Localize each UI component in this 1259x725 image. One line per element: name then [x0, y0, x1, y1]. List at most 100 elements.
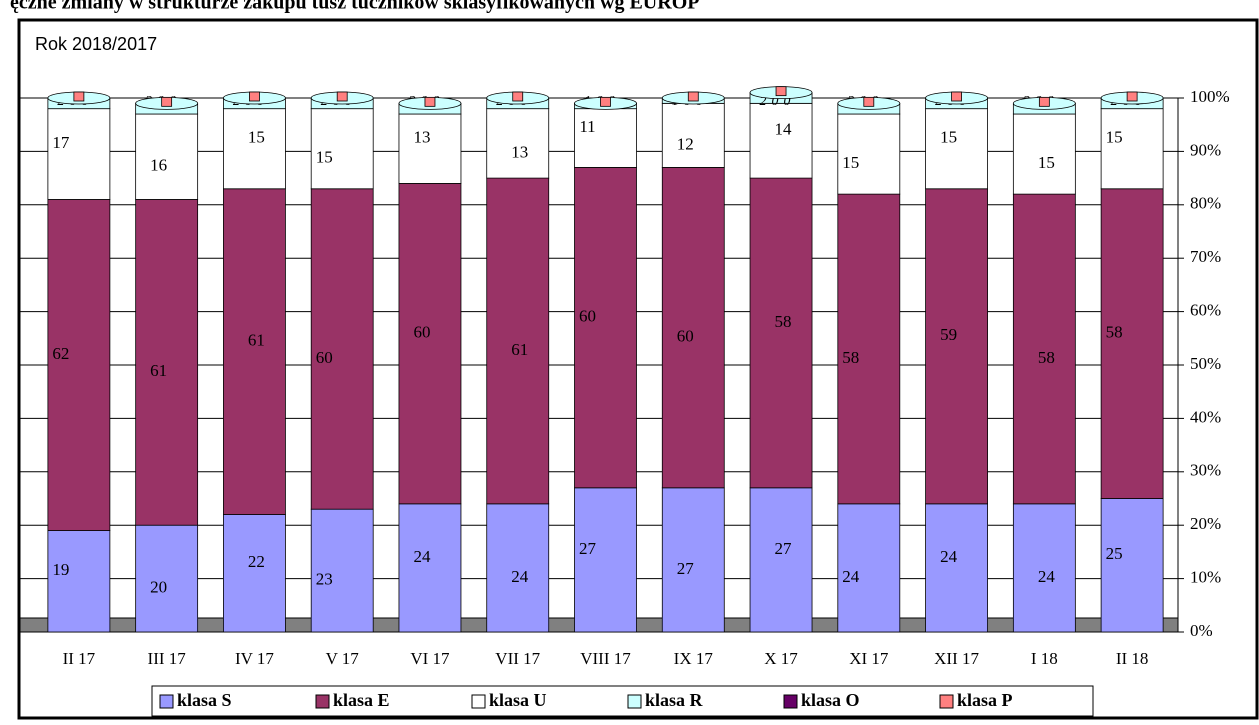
value-label: 20	[150, 578, 167, 597]
x-tick-label: II 17	[63, 649, 96, 668]
legend-swatch	[783, 694, 798, 709]
value-label: 25	[1106, 544, 1123, 563]
bar-segment	[925, 108, 988, 190]
y-tick-label: 10%	[1190, 568, 1221, 587]
bar-segment	[398, 113, 462, 184]
legend-swatch	[159, 694, 174, 709]
bar-segment	[661, 102, 725, 168]
chart-title: ęczne zmiany w strukturze zakupu tusz tu…	[10, 0, 699, 14]
bar-segment	[837, 113, 901, 195]
bar-segment	[135, 524, 199, 633]
value-label: 24	[842, 567, 860, 586]
bar-segment	[47, 108, 111, 200]
bar-segment	[1012, 113, 1076, 195]
bar-segment	[486, 108, 550, 179]
legend-label: klasa P	[957, 690, 1013, 710]
x-tick-label: X 17	[764, 649, 798, 668]
y-tick-label: 70%	[1190, 247, 1221, 266]
bar-segment	[574, 108, 637, 168]
value-label: 24	[1038, 567, 1056, 586]
chart-subtitle: Rok 2018/2017	[35, 34, 157, 54]
value-label: 0	[784, 94, 791, 109]
value-label: 14	[775, 120, 793, 139]
bar-cap-marker	[863, 96, 875, 107]
y-tick-label: 60%	[1190, 301, 1221, 320]
y-tick-label: 90%	[1190, 140, 1221, 159]
value-label: 58	[1106, 323, 1123, 342]
value-label: 17	[52, 133, 70, 152]
value-label: 15	[1106, 128, 1123, 147]
bar-segment	[310, 188, 374, 510]
x-tick-label: IV 17	[235, 649, 274, 668]
value-label: 12	[677, 134, 694, 153]
value-label: 11	[579, 117, 595, 136]
bar-cap-marker	[336, 91, 348, 102]
x-tick-label: V 17	[326, 649, 360, 668]
value-label: 15	[940, 128, 957, 147]
bar-segment	[398, 183, 462, 505]
value-label: 60	[579, 307, 596, 326]
bar-segment	[486, 177, 550, 505]
value-label: 27	[775, 539, 793, 558]
bar-segment	[574, 487, 637, 633]
bar-segment	[749, 487, 813, 633]
x-tick-label: VIII 17	[580, 649, 631, 668]
legend-label: klasa U	[489, 690, 547, 710]
value-label: 15	[316, 148, 333, 167]
x-tick-label: XII 17	[934, 649, 979, 668]
legend-swatch	[471, 694, 486, 709]
y-tick-label: 80%	[1190, 194, 1221, 213]
value-label: 15	[248, 128, 265, 147]
legend-label: klasa S	[177, 690, 232, 710]
bar-cap-marker	[600, 96, 611, 107]
bar-segment	[486, 503, 550, 633]
bar-cap-marker	[424, 96, 436, 107]
value-label: 60	[413, 323, 430, 342]
x-tick-label: VII 17	[495, 649, 540, 668]
bar-segment	[925, 188, 988, 505]
bar-cap-marker	[951, 91, 962, 102]
value-label: 23	[316, 569, 333, 588]
legend-label: klasa O	[801, 690, 860, 710]
bar-segment	[223, 108, 286, 190]
bar-cap-marker	[1038, 96, 1050, 107]
y-tick-label: 0%	[1190, 621, 1213, 640]
value-label: 59	[940, 325, 957, 344]
bar-segment	[223, 514, 286, 633]
x-tick-label: IX 17	[674, 649, 714, 668]
bar-segment	[1100, 188, 1164, 499]
bar-segment	[1100, 498, 1164, 633]
bar-segment	[749, 102, 813, 179]
bar-cap-marker	[512, 91, 524, 102]
bar-segment	[837, 503, 901, 633]
bar-segment	[135, 199, 199, 526]
value-label: 60	[677, 327, 694, 346]
y-tick-label: 100%	[1190, 87, 1230, 106]
bar-segment	[223, 188, 286, 515]
value-label: 61	[248, 331, 265, 350]
value-label: 27	[677, 559, 695, 578]
value-label: 24	[940, 547, 958, 566]
legend-swatch	[627, 694, 642, 709]
bar-segment	[398, 503, 462, 633]
value-label: 58	[1038, 348, 1055, 367]
legend-label: klasa E	[333, 690, 390, 710]
y-tick-label: 20%	[1190, 514, 1221, 533]
value-label: 24	[413, 547, 431, 566]
bar-segment	[661, 487, 725, 633]
bar-segment	[925, 503, 988, 633]
value-label: 58	[842, 348, 859, 367]
value-label: 16	[150, 156, 167, 175]
value-label: 61	[511, 340, 528, 359]
legend	[151, 685, 1094, 717]
x-tick-label: III 17	[148, 649, 187, 668]
bar-cap-marker	[1126, 91, 1138, 102]
value-label: 13	[413, 128, 430, 147]
legend-label: klasa R	[645, 690, 704, 710]
x-tick-label: II 18	[1116, 649, 1149, 668]
bar-segment	[749, 177, 813, 489]
value-label: 19	[52, 560, 69, 579]
value-label: 62	[52, 344, 69, 363]
value-label: 13	[511, 142, 528, 161]
